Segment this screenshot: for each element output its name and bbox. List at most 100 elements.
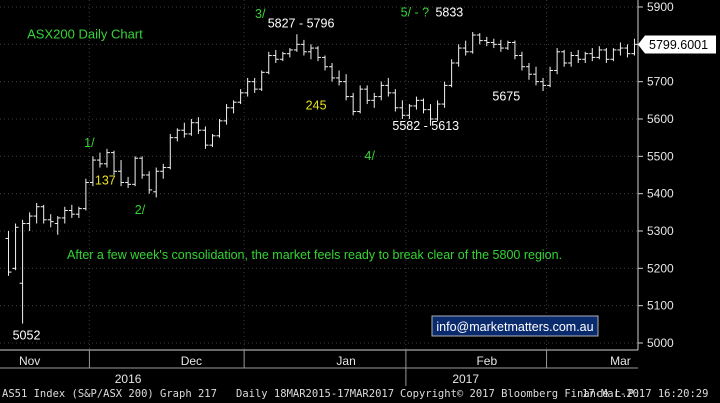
ohlc-bar — [624, 44, 631, 58]
ohlc-bar — [533, 66, 540, 86]
ohlc-bar — [216, 119, 223, 138]
x-year-label: 2017 — [452, 372, 479, 386]
ohlc-bar — [54, 216, 61, 235]
y-tick-label: 5900 — [647, 0, 674, 14]
chart-annotation: 5675 — [492, 89, 520, 103]
ohlc-bar — [413, 96, 420, 110]
ohlc-bar — [582, 51, 589, 63]
contact-badge: info@marketmatters.com.au — [431, 315, 599, 337]
chart-annotation: After a few week's consolidation, the ma… — [67, 248, 562, 262]
ohlc-bar — [476, 33, 483, 45]
chart-annotation: 245 — [306, 99, 327, 113]
ohlc-bar — [258, 70, 265, 91]
ohlc-bar — [181, 122, 188, 138]
ohlc-bar — [406, 104, 413, 119]
ohlc-bar — [75, 206, 82, 218]
ohlc-bar — [5, 231, 12, 276]
ohlc-bar — [596, 46, 603, 60]
last-price-tag — [638, 35, 716, 54]
ohlc-bar — [568, 51, 575, 67]
ohlc-bar — [103, 148, 110, 168]
ohlc-bar — [385, 77, 392, 97]
ohlc-bar — [420, 98, 427, 114]
ohlc-bar — [33, 203, 40, 224]
chart-annotation: 137 — [95, 173, 116, 187]
ohlc-bar — [47, 214, 54, 228]
contact-badge-box — [431, 315, 599, 337]
ohlc-bar — [202, 126, 209, 149]
y-tick-label: 5300 — [647, 224, 674, 238]
x-month-label: Feb — [476, 354, 497, 368]
ohlc-bar — [540, 77, 547, 91]
ohlc-bar — [153, 167, 160, 198]
ohlc-bar — [251, 77, 258, 93]
y-tick-label: 5700 — [647, 75, 674, 89]
y-tick-label: 5000 — [647, 336, 674, 350]
ohlc-bar — [146, 171, 153, 194]
ohlc-bar — [125, 176, 132, 189]
ohlc-bar — [371, 92, 378, 108]
ohlc-bar — [504, 40, 511, 50]
ohlc-bar — [547, 66, 554, 88]
chart-annotation: 2/ — [135, 203, 146, 217]
ohlc-bars — [5, 32, 638, 324]
contact-badge-text: info@marketmatters.com.au — [436, 320, 593, 334]
ohlc-bar — [392, 89, 399, 112]
ohlc-bar — [111, 150, 118, 175]
ohlc-bar — [610, 48, 617, 62]
chart-annotation: 5582 - 5613 — [392, 119, 459, 133]
y-tick-label: 5100 — [647, 299, 674, 313]
ohlc-bar — [96, 152, 103, 168]
ohlc-bar — [167, 133, 174, 170]
ohlc-bar — [554, 48, 561, 75]
footer-timestamp: 17-Mar-2017 16:20:29 — [582, 388, 709, 400]
ohlc-bar — [589, 48, 596, 62]
annotations: ASX200 Daily Chart 3/5827 - 5796 5/ - ? 583… — [13, 5, 562, 342]
chart-annotation: 4/ — [365, 149, 376, 163]
ohlc-bar — [286, 48, 293, 58]
ohlc-bar — [518, 51, 525, 71]
ohlc-bar — [174, 128, 181, 142]
ohlc-bar — [188, 119, 195, 136]
x-month-label: Jan — [336, 354, 355, 368]
ohlc-bar — [434, 100, 441, 121]
ohlc-bar — [617, 42, 624, 56]
ohlc-bar — [469, 32, 476, 54]
y-tick-label: 5400 — [647, 187, 674, 201]
ohlc-bar — [357, 85, 364, 114]
ohlc-bar — [603, 48, 610, 63]
chart-annotation: 5833 — [435, 5, 463, 19]
ohlc-bar — [223, 104, 230, 125]
last-price-label: 5799.6001 — [649, 38, 708, 52]
ohlc-bar — [230, 100, 237, 114]
chart-annotation: ASX200 Daily Chart — [27, 27, 143, 42]
ohlc-bar — [455, 44, 462, 67]
ohlc-bar — [399, 100, 406, 119]
ohlc-bar — [511, 40, 518, 60]
ohlc-bar — [490, 38, 497, 49]
ohlc-bar — [350, 92, 357, 116]
x-month-label: Nov — [19, 354, 40, 368]
ohlc-bar — [68, 204, 75, 218]
chart-annotation: 1/ — [84, 136, 95, 150]
ohlc-bar — [160, 163, 167, 179]
chart-annotation: 3/ — [255, 7, 266, 21]
ohlc-bar — [329, 63, 336, 82]
chart-annotation: 5052 — [13, 328, 41, 342]
ohlc-bar — [26, 212, 33, 231]
ohlc-bar — [378, 81, 385, 101]
footer-range: Daily 18MAR2015-17MAR2017 — [236, 388, 395, 400]
ohlc-bar — [40, 204, 47, 224]
y-tick-label: 5500 — [647, 149, 674, 163]
ohlc-bar — [525, 63, 532, 80]
ohlc-bar — [307, 44, 314, 60]
price-chart: 5000510052005300540055005600570058005900… — [0, 0, 720, 386]
ohlc-bar — [195, 117, 202, 134]
plot-background — [0, 0, 720, 386]
ohlc-bar — [272, 49, 279, 63]
ohlc-bar — [427, 104, 434, 126]
ohlc-bar — [448, 59, 455, 88]
ohlc-bar — [300, 39, 307, 56]
x-month-label: Dec — [181, 354, 202, 368]
ohlc-bar — [89, 156, 96, 187]
